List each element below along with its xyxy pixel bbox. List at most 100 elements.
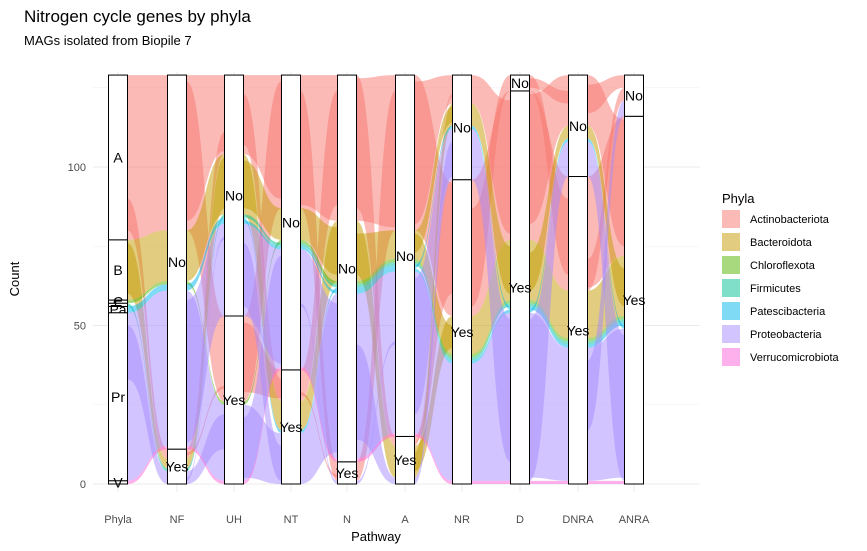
x-tick-label: ANRA <box>619 514 650 526</box>
alluvium-ribbon <box>186 445 225 484</box>
alluvium-ribbon <box>471 309 511 364</box>
alluvium-ribbon <box>243 214 282 247</box>
alluvium-ribbon <box>414 128 453 415</box>
chart-subtitle: MAGs isolated from Biopile 7 <box>24 33 192 48</box>
stratum-label-yes: Yes <box>623 292 646 308</box>
stratum-box-phylum <box>108 480 128 485</box>
legend-swatch <box>722 325 740 343</box>
alluvium-ribbon <box>414 125 453 269</box>
stratum-label-phylum: B <box>113 262 122 278</box>
alluvium-ribbon <box>587 322 625 348</box>
x-tick-label: N <box>343 514 351 526</box>
legend-label: Firmicutes <box>750 283 801 295</box>
alluvium-ribbon <box>414 141 453 484</box>
alluvium-ribbon <box>186 217 225 291</box>
x-tick-label: NT <box>284 514 299 526</box>
alluvium-ribbon <box>186 414 225 484</box>
legend-swatch <box>722 279 740 297</box>
alluvium-ribbon <box>243 220 282 250</box>
alluvium-ribbon <box>243 404 282 484</box>
y-tick-label: 0 <box>80 479 86 491</box>
stratum-box-no <box>224 74 244 317</box>
stratum-box-no <box>624 74 644 117</box>
stratum-box-no <box>568 74 588 178</box>
alluvium-ribbon <box>587 125 625 307</box>
alluvium-ribbon <box>414 75 453 225</box>
stratum-box-no <box>337 74 357 463</box>
stratum-label-yes: Yes <box>567 322 590 338</box>
alluvium-ribbon <box>243 224 282 364</box>
stratum-label-no: No <box>625 88 643 104</box>
y-tick-label: 100 <box>68 162 86 174</box>
legend-label: Bacteroidota <box>750 237 813 249</box>
alluvium-ribbon <box>356 265 396 294</box>
stratum-label-no: No <box>225 188 243 204</box>
x-axis-title: Pathway <box>351 529 401 544</box>
stratum-label-no: No <box>338 260 356 276</box>
alluvium-ribbon <box>414 258 453 358</box>
x-tick-label: NR <box>454 514 470 526</box>
x-tick-label: A <box>401 514 409 526</box>
legend-title: Phyla <box>722 191 755 206</box>
alluvium-ribbon <box>300 366 338 462</box>
x-tick-label: DNRA <box>562 514 594 526</box>
alluvium-ribbon <box>243 243 282 481</box>
alluvium-ribbon <box>356 262 396 288</box>
alluvium-ribbon <box>356 258 396 285</box>
alluvium-ribbon <box>300 243 338 288</box>
stratum-label-no: No <box>453 119 471 135</box>
stratum-label-yes: Yes <box>451 324 474 340</box>
alluvium-ribbon <box>186 236 225 481</box>
stratum-label-no: No <box>168 254 186 270</box>
alluvium-ribbon <box>356 341 396 484</box>
alluvium-ribbon <box>127 325 168 484</box>
alluvium-ribbon <box>471 125 511 310</box>
legend: Phyla Actinobacteriota Bacteroidota Chloro… <box>722 191 840 366</box>
stratum-box-no <box>452 74 472 181</box>
alluvium-ribbon <box>529 78 569 104</box>
alluvium-ribbon <box>300 208 338 275</box>
alluvium-ribbon <box>300 303 338 484</box>
stratum-label-phylum: V <box>113 474 123 490</box>
legend-swatch <box>722 256 740 274</box>
stratum-label-phylum: Pr <box>111 389 125 405</box>
alluvium-ribbon <box>243 160 282 240</box>
alluvium-ribbon <box>471 128 511 462</box>
chart-title: Nitrogen cycle genes by phyla <box>24 7 251 26</box>
alluvium-ribbon <box>587 75 625 247</box>
y-tick-label: 50 <box>74 321 86 333</box>
stratum-label-phylum: A <box>113 149 123 165</box>
stratum-label-yes: Yes <box>223 392 246 408</box>
alluvium-ribbon <box>471 103 511 294</box>
alluvium-ribbon <box>356 433 396 462</box>
stratum-label-yes: Yes <box>509 279 532 295</box>
alluvium-ribbon <box>529 75 569 275</box>
alluvium-ribbon <box>127 284 168 313</box>
stratum-label-yes: Yes <box>280 419 303 435</box>
y-axis-ticks: 0 50 100 <box>68 162 86 491</box>
x-tick-label: Phyla <box>104 514 132 526</box>
stratum-label-phylum: C <box>113 294 123 310</box>
strata: ABCFPaPrVYesNoYesNoYesNoYesNoYesNoYesNoY… <box>108 74 646 490</box>
stratum-box-no <box>395 74 415 437</box>
x-tick-label: UH <box>226 514 242 526</box>
alluvium-ribbon <box>414 106 453 253</box>
alluvium-ribbon <box>127 290 168 481</box>
stratum-label-no: No <box>511 75 529 91</box>
x-axis-ticks: Phyla NF UH NT N A NR D DNRA ANRA <box>104 514 650 526</box>
alluvium-ribbon <box>186 75 225 221</box>
alluvium-ribbon <box>587 100 625 431</box>
alluvium-ribbon <box>127 75 168 240</box>
stratum-box-no <box>167 74 187 450</box>
stratum-label-no: No <box>569 118 587 134</box>
alluvium-ribbon <box>300 239 338 285</box>
stratum-box-no <box>281 74 301 371</box>
alluvium-ribbon <box>243 75 282 199</box>
legend-swatch <box>722 210 740 228</box>
alluvium-ribbon <box>471 480 511 484</box>
stratum-label-no: No <box>396 248 414 264</box>
stratum-label-yes: Yes <box>166 459 189 475</box>
stratum-label-no: No <box>282 214 300 230</box>
alluvium-ribbon <box>300 293 338 484</box>
